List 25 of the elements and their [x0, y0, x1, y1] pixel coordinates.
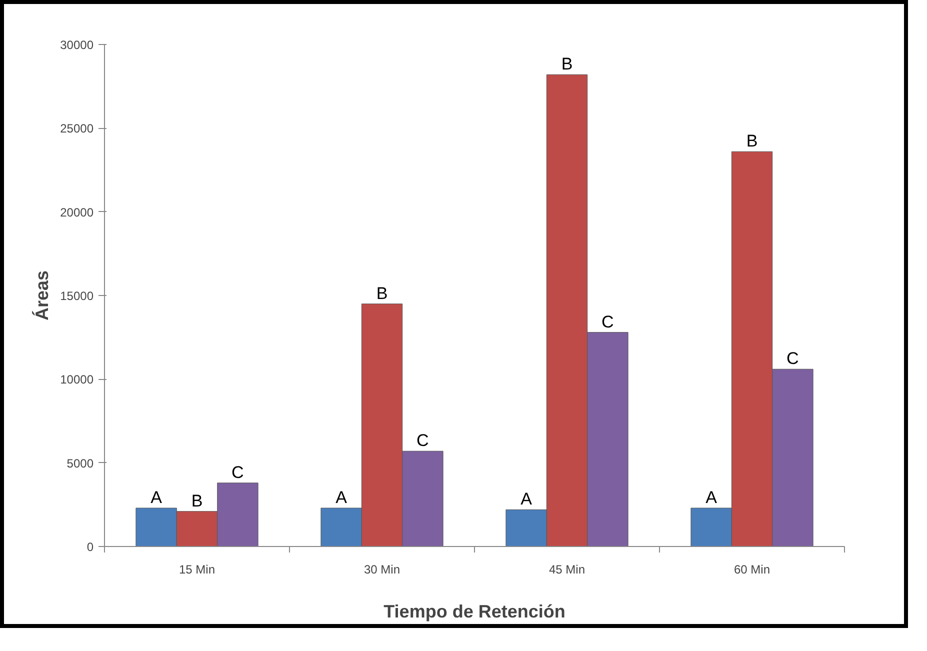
x-axis-title: Tiempo de Retención — [384, 602, 566, 622]
y-tick-label: 10000 — [60, 372, 94, 387]
data-label: A — [150, 488, 163, 508]
y-tick-label: 20000 — [60, 205, 94, 220]
data-label: C — [416, 431, 429, 450]
y-axis-title: Áreas — [32, 270, 52, 321]
data-label: A — [706, 488, 718, 508]
data-label: C — [786, 349, 799, 368]
x-tick-label: 30 Min — [364, 562, 400, 576]
data-label: B — [746, 132, 758, 151]
x-tick-label: 15 Min — [178, 562, 216, 576]
y-tick-label: 30000 — [60, 38, 94, 52]
data-label: B — [376, 284, 388, 303]
y-tick-label: 25000 — [60, 122, 94, 136]
data-label: A — [336, 488, 348, 508]
data-label: B — [191, 491, 203, 510]
y-tick-label: 5000 — [66, 456, 94, 470]
y-tick-label: 15000 — [60, 289, 94, 303]
data-label: B — [561, 54, 573, 74]
x-tick-label: 45 Min — [548, 562, 586, 576]
y-tick-label: 0 — [86, 540, 94, 554]
data-label: C — [232, 462, 244, 482]
x-tick-label: 60 Min — [734, 562, 770, 576]
data-label: A — [520, 490, 533, 509]
data-label: C — [602, 312, 614, 332]
